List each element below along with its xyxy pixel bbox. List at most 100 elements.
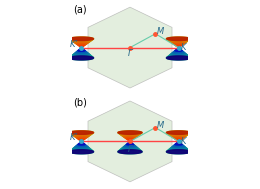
Polygon shape xyxy=(76,137,87,138)
Polygon shape xyxy=(172,41,186,43)
Polygon shape xyxy=(127,139,133,140)
Polygon shape xyxy=(174,137,183,139)
Polygon shape xyxy=(118,150,142,154)
Polygon shape xyxy=(173,137,184,139)
Polygon shape xyxy=(70,149,93,153)
Polygon shape xyxy=(69,56,94,60)
Polygon shape xyxy=(170,40,187,42)
Polygon shape xyxy=(119,132,141,135)
Polygon shape xyxy=(74,53,89,55)
Polygon shape xyxy=(167,38,190,41)
Polygon shape xyxy=(72,133,91,136)
Polygon shape xyxy=(70,131,93,135)
Polygon shape xyxy=(172,52,186,55)
Polygon shape xyxy=(69,37,94,40)
Polygon shape xyxy=(73,40,90,43)
Polygon shape xyxy=(74,135,89,137)
Polygon shape xyxy=(173,51,184,53)
Polygon shape xyxy=(171,41,186,43)
Polygon shape xyxy=(170,148,187,151)
Polygon shape xyxy=(172,42,185,44)
Polygon shape xyxy=(73,134,89,137)
Polygon shape xyxy=(75,146,88,148)
Polygon shape xyxy=(166,56,191,60)
Polygon shape xyxy=(75,52,88,54)
Text: (b): (b) xyxy=(73,98,87,108)
Polygon shape xyxy=(167,56,190,59)
Polygon shape xyxy=(170,134,187,136)
Polygon shape xyxy=(79,49,84,50)
Polygon shape xyxy=(172,136,185,138)
Polygon shape xyxy=(166,150,191,154)
Polygon shape xyxy=(166,37,191,40)
Polygon shape xyxy=(168,55,189,58)
Polygon shape xyxy=(123,135,137,137)
Polygon shape xyxy=(166,131,191,134)
Polygon shape xyxy=(176,50,181,51)
Polygon shape xyxy=(71,38,92,41)
Polygon shape xyxy=(173,145,184,146)
Polygon shape xyxy=(172,136,185,138)
Polygon shape xyxy=(81,142,82,143)
Polygon shape xyxy=(70,38,93,41)
Polygon shape xyxy=(167,149,190,153)
Polygon shape xyxy=(172,146,185,148)
Polygon shape xyxy=(177,49,180,50)
Polygon shape xyxy=(175,45,182,46)
Polygon shape xyxy=(120,148,140,151)
Polygon shape xyxy=(173,43,184,45)
Polygon shape xyxy=(88,101,172,182)
Polygon shape xyxy=(77,138,86,139)
Polygon shape xyxy=(127,143,133,144)
Polygon shape xyxy=(69,56,94,60)
Polygon shape xyxy=(74,41,89,43)
Polygon shape xyxy=(75,136,88,138)
Polygon shape xyxy=(77,144,86,146)
Polygon shape xyxy=(126,138,134,139)
Polygon shape xyxy=(173,145,184,147)
Polygon shape xyxy=(76,145,87,146)
Text: Γ: Γ xyxy=(128,145,132,154)
Polygon shape xyxy=(167,131,190,135)
Polygon shape xyxy=(76,43,87,44)
Polygon shape xyxy=(169,148,188,151)
Polygon shape xyxy=(172,42,185,44)
Polygon shape xyxy=(88,7,172,88)
Text: K: K xyxy=(180,43,186,52)
Polygon shape xyxy=(172,52,185,54)
Polygon shape xyxy=(69,37,94,40)
Polygon shape xyxy=(174,144,183,146)
Polygon shape xyxy=(70,37,93,41)
Polygon shape xyxy=(174,44,183,45)
Polygon shape xyxy=(69,150,94,154)
Polygon shape xyxy=(70,132,93,135)
Polygon shape xyxy=(174,44,183,45)
Polygon shape xyxy=(172,135,186,137)
Polygon shape xyxy=(127,143,133,145)
Polygon shape xyxy=(76,137,87,139)
Polygon shape xyxy=(166,37,191,40)
Polygon shape xyxy=(71,55,92,58)
Polygon shape xyxy=(73,147,89,150)
Polygon shape xyxy=(168,148,188,152)
Polygon shape xyxy=(120,148,140,152)
Polygon shape xyxy=(171,147,186,149)
Polygon shape xyxy=(75,42,88,44)
Polygon shape xyxy=(72,39,91,42)
Polygon shape xyxy=(175,138,182,139)
Polygon shape xyxy=(73,53,90,56)
Polygon shape xyxy=(173,51,184,53)
Polygon shape xyxy=(125,145,135,147)
Polygon shape xyxy=(121,133,139,136)
Polygon shape xyxy=(120,133,140,136)
Polygon shape xyxy=(72,54,91,57)
Polygon shape xyxy=(77,50,86,52)
Polygon shape xyxy=(124,146,136,148)
Polygon shape xyxy=(168,132,189,135)
Polygon shape xyxy=(79,143,84,144)
Polygon shape xyxy=(79,143,84,145)
Polygon shape xyxy=(172,146,186,149)
Polygon shape xyxy=(75,52,88,54)
Polygon shape xyxy=(78,138,85,139)
Polygon shape xyxy=(119,149,141,153)
